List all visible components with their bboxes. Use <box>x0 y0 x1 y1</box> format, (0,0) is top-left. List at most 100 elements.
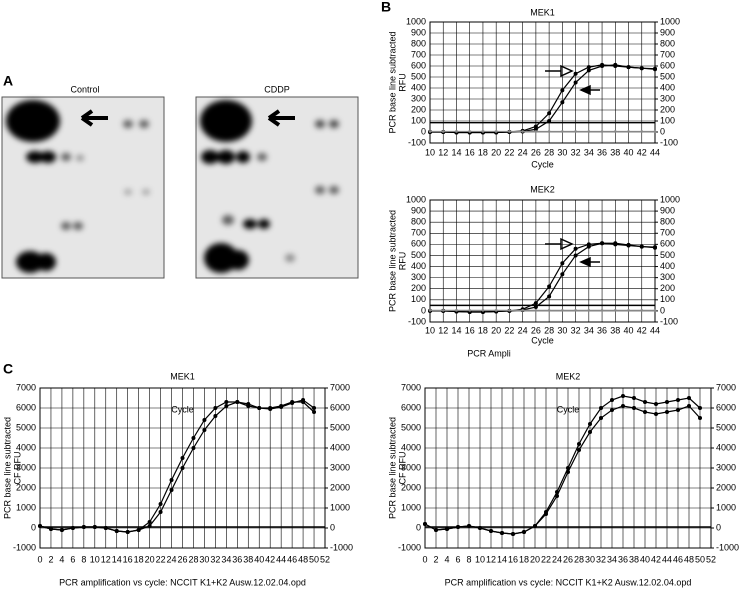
y2-tick-label: -1000 <box>716 542 739 552</box>
data-point <box>202 428 207 432</box>
data-point <box>640 309 644 312</box>
data-point <box>92 525 97 529</box>
data-point <box>566 470 570 474</box>
data-point <box>687 404 691 408</box>
y-tick-label: 900 <box>411 27 426 37</box>
x-tick-label: 38 <box>629 554 639 564</box>
data-point <box>455 130 458 133</box>
plot-frame <box>429 21 656 144</box>
x-tick-label: 6 <box>70 554 75 564</box>
y2-tick-label: 600 <box>660 60 675 70</box>
data-point <box>676 408 680 412</box>
data-point <box>191 446 196 450</box>
data-point <box>456 525 460 529</box>
data-point <box>698 406 702 410</box>
x-tick-label: 50 <box>695 554 705 564</box>
y-tick-label: -100 <box>408 316 426 326</box>
data-point <box>639 244 644 249</box>
data-point <box>600 130 604 133</box>
y2-tick-label: 200 <box>660 104 675 114</box>
x-tick-label: 22 <box>504 325 514 335</box>
data-point <box>301 398 306 402</box>
x-tick-label: 42 <box>265 554 275 564</box>
y-tick-label: 5000 <box>401 422 421 432</box>
y-tick-label: 800 <box>411 217 426 227</box>
x-tick-label: 44 <box>276 554 286 564</box>
panel-label: C <box>3 361 13 377</box>
y2-tick-label: 6000 <box>330 402 350 412</box>
x-tick-label: 52 <box>320 554 330 564</box>
y2-tick-label: 4000 <box>716 442 736 452</box>
data-point <box>279 405 284 409</box>
x-tick-label: 36 <box>597 147 607 157</box>
x-tick-label: 28 <box>544 325 554 335</box>
x-axis-label: Cycle <box>557 404 580 414</box>
x-tick-label: 14 <box>112 554 122 564</box>
data-point <box>599 406 603 410</box>
data-point <box>643 400 647 404</box>
x-tick-label: 42 <box>651 554 661 564</box>
data-point <box>481 309 485 312</box>
data-point <box>547 119 552 123</box>
data-point <box>246 402 251 406</box>
data-point <box>428 309 432 312</box>
data-point <box>577 442 581 446</box>
x-tick-label: 10 <box>425 325 435 335</box>
x-tick-label: 8 <box>81 554 86 564</box>
x-tick-label: 14 <box>451 325 461 335</box>
x-tick-label: 32 <box>210 554 220 564</box>
data-point <box>653 309 657 312</box>
x-tick-label: 38 <box>243 554 253 564</box>
x-tick-label: 36 <box>232 554 242 564</box>
data-point <box>640 130 644 133</box>
y-tick-label: 600 <box>411 239 426 249</box>
data-point <box>587 309 591 312</box>
data-point <box>48 527 53 531</box>
x-tick-label: 34 <box>221 554 231 564</box>
x-tick-label: 38 <box>610 147 620 157</box>
y2-tick-label: 800 <box>660 217 675 227</box>
data-point <box>158 510 163 514</box>
data-point <box>169 478 174 482</box>
y-tick-label: -1000 <box>398 542 421 552</box>
x-tick-label: 24 <box>518 325 528 335</box>
y-tick-label: 1000 <box>406 16 426 26</box>
x-tick-label: 30 <box>199 554 209 564</box>
y-tick-label: 1000 <box>406 194 426 204</box>
chart-title: MEK1 <box>530 7 555 17</box>
x-tick-label: 0 <box>37 554 42 564</box>
data-point <box>573 253 578 258</box>
y-tick-label: 3000 <box>16 462 36 472</box>
data-point <box>224 400 229 404</box>
data-point <box>600 241 605 246</box>
y-tick-label: 5000 <box>16 422 36 432</box>
y-tick-label: 700 <box>411 228 426 238</box>
data-point <box>687 396 691 400</box>
x-tick-label: 30 <box>557 147 567 157</box>
x-tick-label: 26 <box>177 554 187 564</box>
data-point <box>494 130 498 133</box>
x-tick-label: 36 <box>597 325 607 335</box>
data-point <box>467 524 471 528</box>
data-point <box>654 412 658 416</box>
x-tick-label: 26 <box>563 554 573 564</box>
data-point <box>481 130 485 133</box>
data-point <box>613 130 617 133</box>
x-tick-label: 44 <box>650 325 660 335</box>
data-point <box>573 246 578 251</box>
data-point <box>626 65 631 70</box>
data-point <box>500 531 504 535</box>
y2-tick-label: 500 <box>660 71 675 81</box>
y-axis-label: PCR base line subtracted <box>2 417 12 519</box>
y2-tick-label: 900 <box>660 27 675 37</box>
data-point <box>599 416 603 420</box>
data-point <box>533 127 538 132</box>
data-point <box>202 418 207 422</box>
y-tick-label: 0 <box>416 522 421 532</box>
data-point <box>180 456 185 460</box>
x-tick-label: 20 <box>145 554 155 564</box>
y-tick-label: -1000 <box>13 542 36 552</box>
data-point <box>676 398 680 402</box>
